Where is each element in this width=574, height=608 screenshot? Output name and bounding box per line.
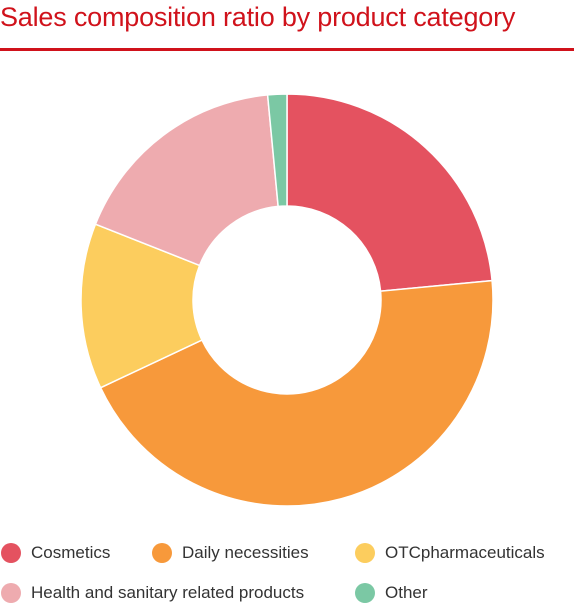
donut-slice-health-sanitary bbox=[94, 94, 279, 267]
legend-item-other: Other bbox=[355, 580, 428, 606]
legend-label-health-sanitary: Health and sanitary related products bbox=[31, 583, 305, 602]
legend-swatch-otc-pharmaceuticals bbox=[355, 543, 375, 563]
legend-swatch-other bbox=[355, 583, 375, 603]
donut-slice-daily-necessities bbox=[99, 279, 494, 507]
donut-chart bbox=[80, 93, 494, 507]
legend-item-otc-pharmaceuticals: OTCpharmaceuticals bbox=[355, 540, 545, 566]
donut-slice-otc-pharmaceuticals bbox=[80, 223, 203, 389]
legend-label-cosmetics: Cosmetics bbox=[31, 543, 111, 562]
legend-item-cosmetics: Cosmetics bbox=[1, 540, 110, 566]
legend-swatch-daily-necessities bbox=[152, 543, 172, 563]
legend-label-otc-pharmaceuticals: OTCpharmaceuticals bbox=[385, 543, 545, 562]
legend-swatch-cosmetics bbox=[1, 543, 21, 563]
legend-label-daily-necessities: Daily necessities bbox=[182, 543, 309, 562]
legend-label-other: Other bbox=[385, 583, 428, 602]
legend-item-daily-necessities: Daily necessities bbox=[152, 540, 309, 566]
donut-slice-cosmetics bbox=[286, 93, 493, 292]
title-underline bbox=[0, 48, 574, 51]
legend-swatch-health-sanitary bbox=[1, 583, 21, 603]
legend-item-health-sanitary: Health and sanitary related products bbox=[1, 580, 304, 606]
donut-slice-other bbox=[266, 93, 288, 208]
chart-title: Sales composition ratio by product categ… bbox=[0, 2, 516, 32]
